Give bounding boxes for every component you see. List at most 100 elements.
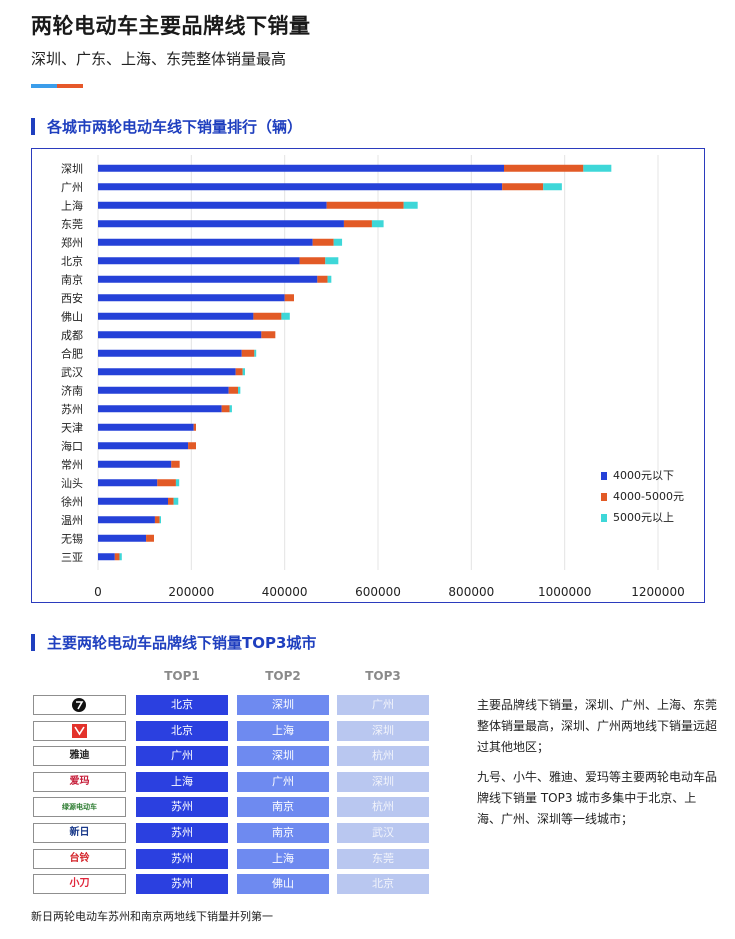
legend-item-low: 4000元以下	[601, 469, 684, 490]
bar-segment	[175, 479, 180, 487]
bar-segment	[583, 164, 612, 172]
cell-top3: 深圳	[337, 720, 429, 741]
bar-segment	[98, 497, 168, 505]
bar-segment	[235, 368, 243, 376]
chart-canvas: 0 200000 400000 600000 800000 1000000 1200000 深…	[61, 155, 685, 599]
legend-label-mid: 4000-5000元	[613, 490, 684, 503]
brand-logo: 爱玛	[33, 771, 126, 792]
legend-swatch-low	[601, 472, 607, 480]
bar-segment	[98, 349, 242, 357]
bar-segment	[229, 405, 232, 413]
bar-segment	[114, 553, 120, 561]
brand-logo-text: 小刀	[69, 878, 90, 890]
y-category-label: 苏州	[61, 403, 83, 416]
section-title-brand-top3: 主要两轮电动车品牌线下销量TOP3城市	[31, 632, 316, 653]
legend-label-high: 5000元以上	[613, 511, 674, 524]
bar-segment	[98, 275, 318, 283]
bar-segment	[98, 479, 158, 487]
x-tick-label: 400000	[262, 585, 308, 599]
y-category-label: 常州	[61, 458, 83, 471]
bar-segment	[98, 386, 229, 394]
bar-segment	[371, 220, 384, 228]
brand-logo-text: 台铃	[69, 852, 90, 864]
bar-segment	[333, 238, 343, 246]
bar-segment	[98, 534, 147, 542]
cell-top2: 上海	[237, 720, 329, 741]
bar-segment	[98, 460, 172, 468]
section-title-text: 主要两轮电动车品牌线下销量TOP3城市	[47, 634, 317, 652]
bar-segment	[154, 516, 160, 524]
y-category-label: 三亚	[61, 551, 83, 564]
col-header-top2: TOP2	[265, 669, 301, 683]
bar-segment	[238, 386, 241, 394]
brand-logo: 绿源电动车	[33, 797, 126, 818]
analysis-notes: 主要品牌线下销量，深圳、广州、上海、东莞整体销量最高，深圳、广州两地线下销量远超…	[477, 695, 717, 839]
chart-legend: 4000元以下 4000-5000元 5000元以上	[601, 469, 684, 532]
x-tick-label: 0	[94, 585, 102, 599]
bar-segment	[502, 183, 544, 191]
cell-top3: 武汉	[337, 823, 429, 843]
brand-logo-text: 绿源电动车	[62, 803, 97, 812]
x-tick-label: 1200000	[631, 585, 684, 599]
x-tick-label: 1000000	[538, 585, 591, 599]
bar-segment	[284, 294, 294, 302]
cell-top1: 北京	[136, 695, 228, 715]
x-tick-label: 200000	[168, 585, 214, 599]
x-tick-label: 800000	[448, 585, 494, 599]
y-category-label: 东莞	[61, 218, 83, 231]
cell-top3: 东莞	[337, 848, 429, 869]
cell-top1: 广州	[136, 746, 228, 767]
y-category-label: 北京	[61, 254, 83, 268]
cell-top1: 苏州	[136, 848, 228, 869]
y-category-label: 徐州	[61, 494, 83, 508]
cell-top3: 北京	[337, 874, 429, 895]
cell-top3: 广州	[337, 695, 429, 715]
bar-segment	[312, 238, 334, 246]
cell-top2: 佛山	[237, 874, 329, 895]
cell-top2: 深圳	[237, 746, 329, 767]
bar-segment	[157, 479, 176, 487]
bar-segment	[325, 257, 339, 265]
y-category-label: 合肥	[61, 346, 83, 360]
page-subtitle: 深圳、广东、上海、东莞整体销量最高	[31, 50, 287, 68]
y-category-label: 深圳	[61, 162, 83, 175]
cell-top1: 上海	[136, 771, 228, 792]
note-paragraph: 九号、小牛、雅迪、爱玛等主要两轮电动车品牌线下销量 TOP3 城市多集中于北京、…	[477, 770, 718, 826]
page-title: 两轮电动车主要品牌线下销量	[31, 14, 311, 38]
bar-segment	[98, 516, 155, 524]
y-category-label: 汕头	[61, 477, 83, 490]
bar-segment	[188, 442, 196, 450]
bar-segment	[159, 516, 161, 524]
bar-segment	[343, 220, 372, 228]
bar-segment	[193, 423, 196, 431]
bar-segment	[98, 294, 285, 302]
y-category-label: 郑州	[61, 235, 83, 249]
cell-top3: 杭州	[337, 746, 429, 767]
bar-segment	[221, 405, 230, 413]
cell-top3: 杭州	[337, 797, 429, 818]
bar-segment	[403, 201, 418, 209]
bar-segment	[261, 331, 276, 339]
cell-top2: 广州	[237, 771, 329, 792]
bar-segment	[98, 331, 262, 339]
brand-logo-text: 雅迪	[69, 750, 90, 762]
y-category-label: 无锡	[61, 531, 83, 545]
legend-swatch-mid	[601, 493, 607, 501]
bar-segment	[326, 201, 404, 209]
section-marker	[31, 118, 35, 135]
bar-segment	[146, 534, 154, 542]
cell-top1: 苏州	[136, 823, 228, 843]
brand-logo: 台铃	[33, 848, 126, 869]
bar-segment	[98, 183, 503, 191]
y-category-label: 广州	[61, 181, 83, 194]
bar-segment	[317, 275, 328, 283]
bar-segment	[98, 201, 327, 209]
bar-segment	[253, 312, 282, 320]
cell-top3: 深圳	[337, 771, 429, 792]
bar-segment	[281, 312, 290, 320]
brand-logo	[33, 720, 126, 741]
bar-segment	[242, 368, 245, 376]
col-header-top3: TOP3	[365, 669, 401, 683]
footnote: 新日两轮电动车苏州和南京两地线下销量并列第一	[31, 910, 273, 923]
section-title-city-sales: 各城市两轮电动车线下销量排行（辆）	[31, 116, 302, 137]
